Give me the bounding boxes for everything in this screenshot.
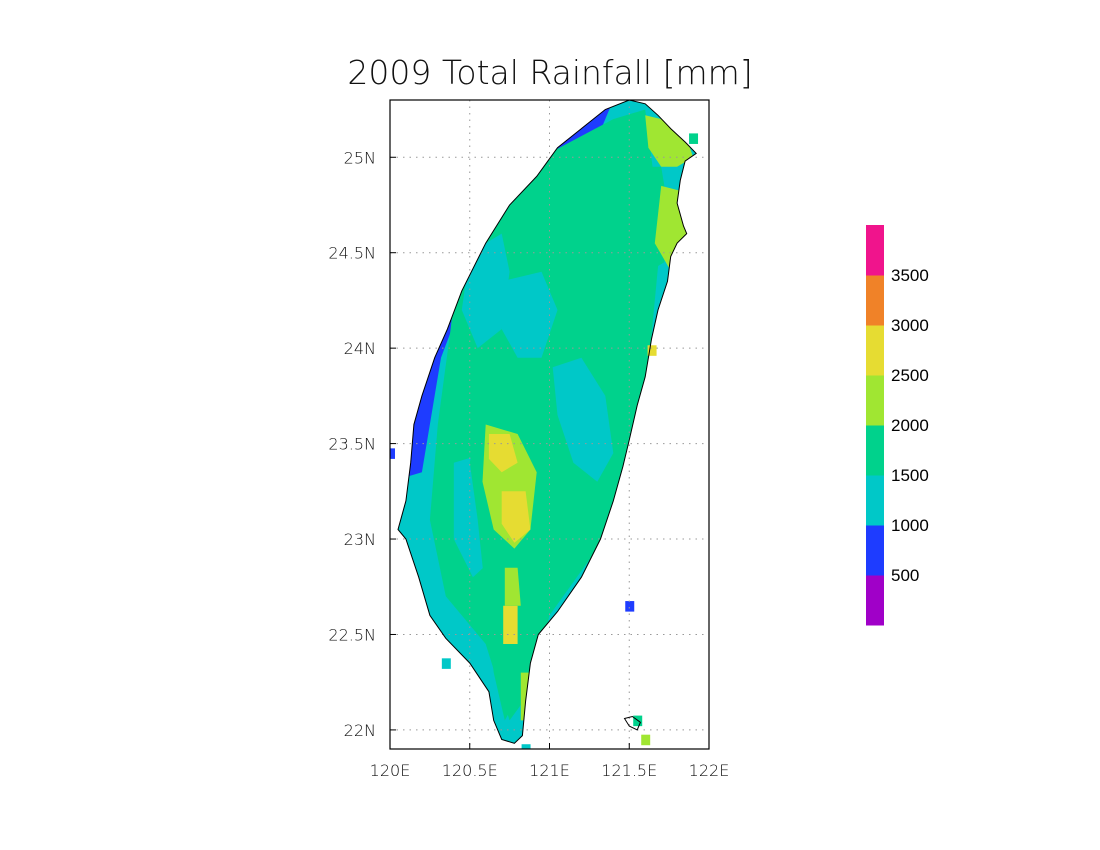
grid-cell — [390, 448, 395, 459]
y-tick-label: 25N — [344, 148, 376, 167]
colorbar-swatch — [866, 225, 884, 276]
y-tick-label: 22.5N — [328, 625, 376, 644]
colorbar-swatch — [866, 425, 884, 476]
x-tick-label: 120E — [370, 761, 411, 780]
colorbar-label: 1000 — [891, 516, 929, 535]
y-tick-label: 23.5N — [328, 435, 376, 454]
rainfall-region — [504, 567, 521, 606]
rainfall-region — [501, 491, 531, 543]
colorbar-label: 3500 — [891, 266, 929, 285]
land-layer — [390, 100, 699, 749]
colorbar-swatch — [866, 375, 884, 426]
rainfall-region — [503, 605, 518, 644]
rainfall-region — [520, 672, 531, 721]
colorbar-swatch — [866, 275, 884, 326]
colorbar-swatch — [866, 325, 884, 376]
coastline — [397, 99, 697, 744]
x-axis-ticks: 120E 120.5E 121E 121.5E 122E — [370, 743, 730, 780]
x-tick-label: 121E — [529, 761, 570, 780]
x-tick-label: 121.5E — [601, 761, 657, 780]
y-tick-label: 24N — [344, 339, 376, 358]
rainfall-region — [501, 271, 558, 358]
rainfall-region — [488, 434, 518, 473]
colorbar-label: 2500 — [891, 366, 929, 385]
grid-cell — [441, 658, 451, 669]
rainfall-region — [552, 357, 614, 482]
grid-cell — [689, 133, 699, 144]
grid-cell — [625, 601, 635, 612]
colorbar-label: 500 — [891, 566, 919, 585]
colorbar-label: 2000 — [891, 416, 929, 435]
colorbar: 500 1000 1500 2000 2500 3000 3500 — [866, 225, 929, 626]
map-title: 2009 Total Rainfall [mm] — [347, 53, 752, 92]
colorbar-swatch — [866, 525, 884, 576]
y-tick-label: 22N — [344, 721, 376, 740]
colorbar-label: 3000 — [891, 316, 929, 335]
colorbar-swatch — [866, 475, 884, 526]
grid-cell — [647, 345, 657, 356]
x-tick-label: 120.5E — [442, 761, 498, 780]
rainfall-region — [645, 115, 694, 167]
plot-area: 120E 120.5E 121E 121.5E 122E 22N 22.5N 23N 23.5… — [328, 99, 730, 780]
colorbar-swatch — [866, 575, 884, 626]
islands — [623, 715, 642, 731]
y-tick-label: 23N — [344, 530, 376, 549]
grid-cell — [521, 744, 531, 749]
grid-cell — [641, 734, 651, 746]
colorbar-label: 1500 — [891, 466, 929, 485]
y-tick-label: 24.5N — [328, 244, 376, 263]
island-outline — [623, 715, 642, 731]
x-tick-label: 122E — [689, 761, 730, 780]
y-axis-ticks: 22N 22.5N 23N 23.5N 24N 24.5N 25N — [328, 148, 396, 740]
